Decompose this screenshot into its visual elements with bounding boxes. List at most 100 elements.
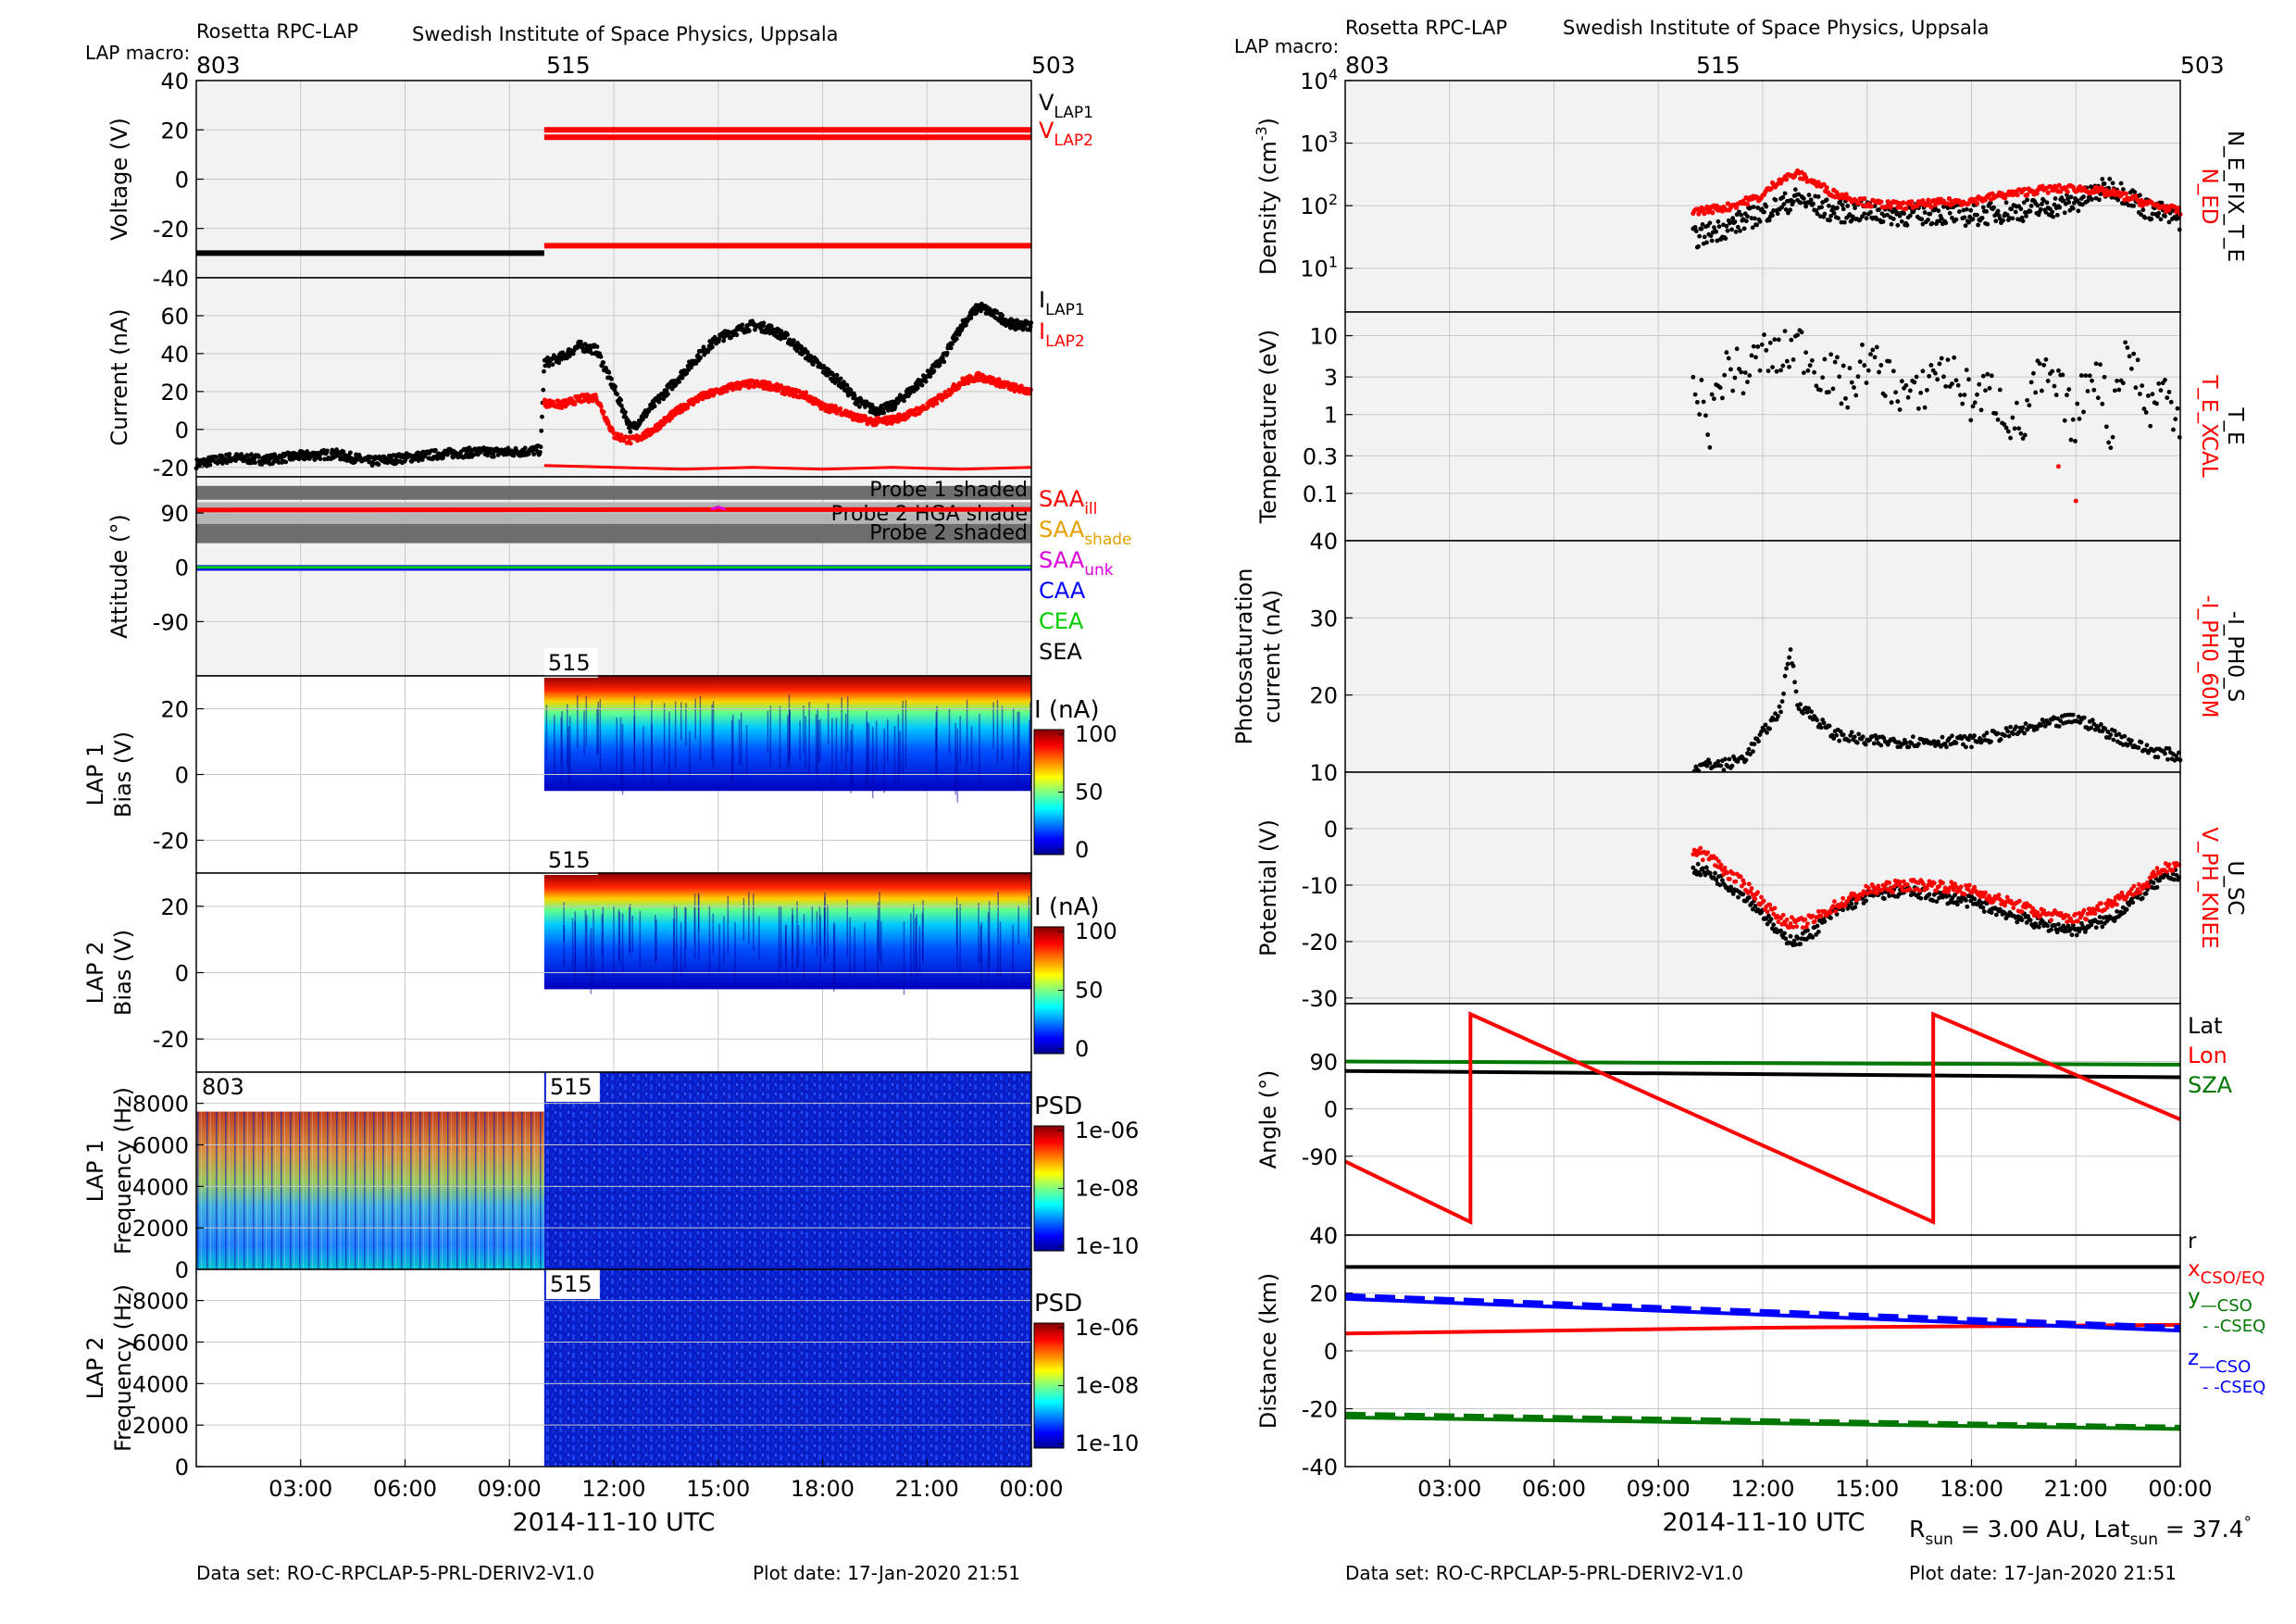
- spectrogram-streak: [583, 710, 585, 756]
- spectrogram-streak: [877, 902, 880, 953]
- data-point: [1792, 942, 1798, 947]
- data-point: [1757, 219, 1763, 224]
- y-axis-label: Angle (°): [1255, 1070, 1281, 1169]
- data-point: [1985, 221, 1990, 227]
- data-point: [1828, 218, 1832, 223]
- data-point: [640, 417, 645, 422]
- spectrogram-streak: [811, 906, 814, 944]
- x-tick-label: 18:00: [791, 1476, 855, 1502]
- spectrogram-streak: [576, 694, 579, 749]
- data-point: [680, 375, 685, 381]
- data-point: [615, 392, 620, 397]
- data-point: [546, 363, 552, 369]
- y-tick-label: 104: [1300, 66, 1338, 94]
- data-point: [2136, 745, 2141, 750]
- data-point: [2144, 743, 2150, 748]
- data-point: [1782, 673, 1788, 679]
- data-point: [2143, 747, 2148, 753]
- data-point: [1904, 882, 1910, 887]
- data-point: [2123, 191, 2128, 196]
- y-tick-label: 8000: [132, 1092, 189, 1118]
- spectrogram-streak: [803, 914, 805, 981]
- data-point: [1927, 373, 1932, 379]
- data-point: [2170, 868, 2176, 873]
- header: Rosetta RPC-LAP Swedish Institute of Spa…: [85, 17, 1990, 64]
- data-point: [954, 336, 959, 342]
- data-point: [1716, 224, 1722, 230]
- data-point: [1862, 195, 1867, 202]
- spectrogram-streak: [827, 703, 830, 745]
- spectrogram-streak: [731, 714, 734, 781]
- data-point: [1757, 368, 1763, 373]
- data-point: [2096, 907, 2102, 913]
- data-point: [249, 452, 254, 457]
- data-point: [1787, 364, 1791, 369]
- plot-date-right: Plot date: 17-Jan-2020 21:51: [1909, 1562, 2177, 1584]
- data-point: [2054, 212, 2060, 218]
- data-point: [791, 338, 796, 344]
- spectrogram-streak: [712, 913, 715, 955]
- data-point: [1830, 386, 1836, 392]
- data-point: [2107, 176, 2113, 181]
- data-point: [2009, 206, 2015, 212]
- data-point: [1741, 226, 1747, 231]
- data-point: [1691, 374, 1696, 380]
- spectrogram-streak: [758, 916, 760, 960]
- data-point: [1724, 350, 1729, 356]
- data-point: [1012, 389, 1017, 394]
- data-point: [1924, 886, 1929, 892]
- data-point: [1741, 892, 1746, 897]
- spectrogram-streak: [1029, 719, 1030, 774]
- data-point: [318, 456, 323, 462]
- data-point: [302, 456, 307, 462]
- y-tick-label: 8000: [132, 1289, 189, 1315]
- spectrogram-streak: [797, 925, 800, 967]
- data-point: [844, 382, 850, 388]
- series-line-saa-ill: [195, 506, 1032, 513]
- macro-tag-bg: [545, 1269, 600, 1299]
- data-point: [624, 434, 629, 440]
- data-point: [721, 338, 727, 344]
- data-point: [2076, 208, 2081, 214]
- data-point: [1899, 884, 1904, 890]
- data-point: [2041, 362, 2047, 368]
- data-point: [1849, 380, 1854, 385]
- data-point: [966, 381, 971, 386]
- spectrogram-streak: [922, 900, 924, 964]
- data-point: [1987, 893, 1991, 899]
- data-point: [2066, 200, 2072, 205]
- data-point: [2068, 926, 2074, 931]
- data-point: [2102, 181, 2107, 186]
- data-point: [2130, 900, 2136, 906]
- data-point: [1788, 933, 1793, 939]
- data-point: [2166, 390, 2172, 394]
- data-point: [1765, 909, 1770, 915]
- data-point: [2052, 202, 2057, 207]
- data-point: [964, 322, 968, 328]
- data-point: [1981, 733, 1987, 738]
- data-point: [1809, 709, 1815, 715]
- data-point: [2014, 724, 2019, 730]
- spectrogram-streak: [867, 723, 870, 774]
- data-point: [852, 393, 857, 398]
- data-point: [2103, 424, 2109, 430]
- data-point: [2149, 875, 2153, 881]
- data-point: [1810, 934, 1816, 940]
- data-point: [799, 344, 804, 349]
- spectrogram-streak: [596, 707, 598, 756]
- data-point: [2073, 498, 2078, 504]
- data-point: [2026, 914, 2030, 918]
- data-point: [2042, 723, 2048, 729]
- data-point: [2056, 921, 2061, 927]
- data-point: [1903, 206, 1909, 211]
- data-point: [2020, 219, 2026, 224]
- macro-tag-bg: [545, 1072, 600, 1102]
- data-point: [1725, 228, 1730, 233]
- data-point: [1704, 240, 1709, 245]
- data-point: [1958, 393, 1963, 398]
- data-point: [2120, 187, 2126, 192]
- y-tick-label: 6000: [132, 1330, 189, 1355]
- x-tick-label: 12:00: [581, 1476, 645, 1502]
- data-point: [2010, 415, 2015, 420]
